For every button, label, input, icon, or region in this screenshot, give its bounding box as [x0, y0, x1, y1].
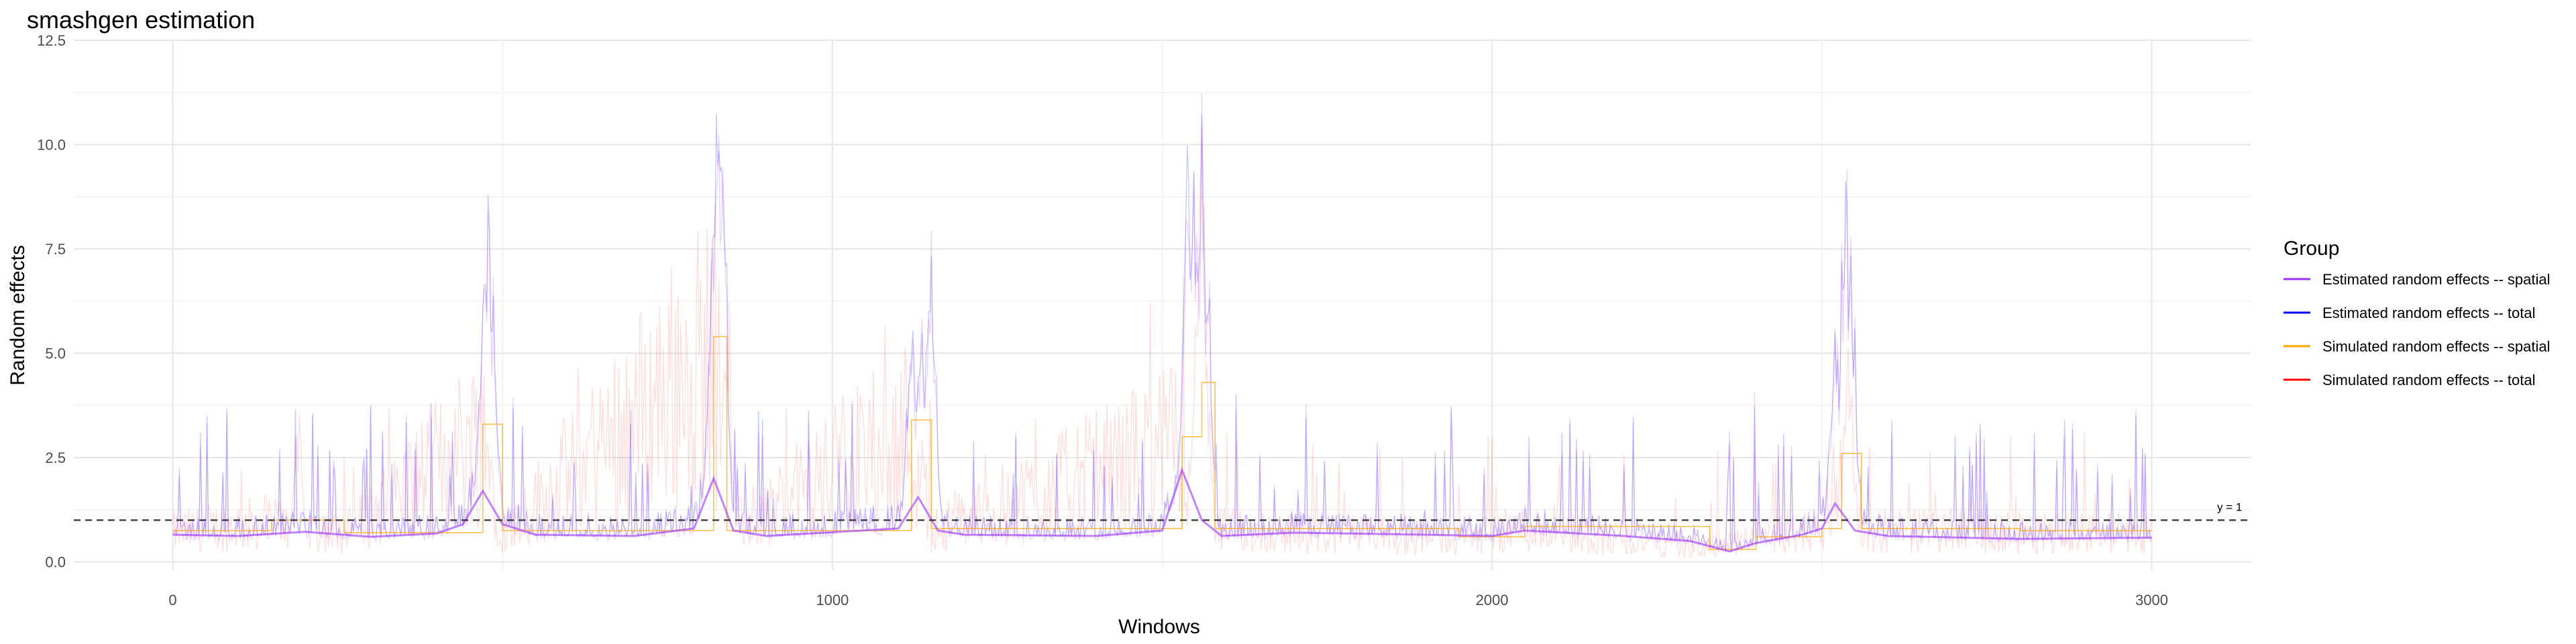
- series-layer: [172, 93, 2153, 559]
- y-tick-label: 2.5: [45, 449, 66, 466]
- y-tick-label: 10.0: [37, 137, 66, 154]
- legend-label-estimated-spatial: Estimated random effects -- spatial: [2322, 271, 2551, 288]
- y-tick-label: 5.0: [45, 345, 66, 362]
- legend-label-simulated-total: Simulated random effects -- total: [2322, 372, 2536, 388]
- x-tick-label: 0: [168, 592, 176, 608]
- series-simulated-spatial: [172, 335, 2152, 550]
- chart-title: smashgen estimation: [27, 6, 255, 34]
- legend-entry-estimated-spatial: Estimated random effects -- spatial: [2284, 271, 2551, 288]
- x-axis-ticks: 0 1000 2000 3000: [168, 592, 2168, 608]
- legend-entry-simulated-spatial: Simulated random effects -- spatial: [2284, 338, 2551, 355]
- legend-title: Group: [2284, 237, 2339, 260]
- legend-entry-simulated-total: Simulated random effects -- total: [2284, 372, 2536, 388]
- legend-entry-estimated-total: Estimated random effects -- total: [2284, 305, 2536, 321]
- legend-label-simulated-spatial: Simulated random effects -- spatial: [2322, 338, 2551, 355]
- grid-major: [74, 39, 2251, 570]
- y-tick-label: 0.0: [45, 554, 66, 571]
- legend-label-estimated-total: Estimated random effects -- total: [2322, 305, 2536, 321]
- legend: Group Estimated random effects -- spatia…: [2284, 237, 2551, 388]
- x-tick-label: 3000: [2135, 592, 2168, 608]
- grid-minor: [74, 40, 2251, 570]
- y-tick-label: 7.5: [45, 241, 66, 258]
- x-axis-title: Windows: [1118, 616, 1200, 638]
- reference-line-label: y = 1: [2217, 500, 2242, 513]
- x-tick-label: 1000: [816, 592, 849, 608]
- y-axis-ticks: 0.0 2.5 5.0 7.5 10.0 12.5: [37, 32, 66, 571]
- y-tick-label: 12.5: [37, 32, 66, 49]
- x-tick-label: 2000: [1476, 592, 1509, 608]
- series-estimated-spatial: [172, 467, 2152, 553]
- y-axis-title: Random effects: [7, 245, 29, 386]
